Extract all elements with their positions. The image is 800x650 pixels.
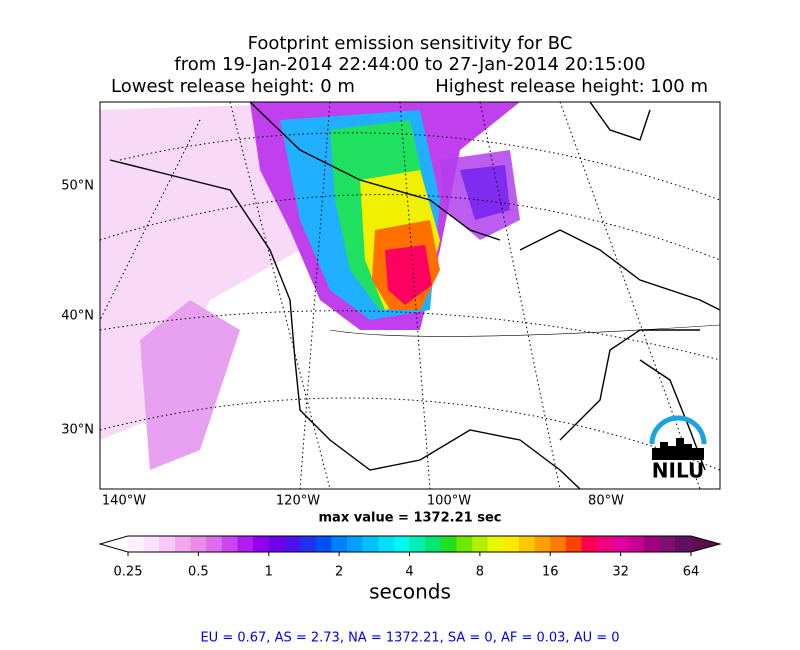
- colorbar-bin: [659, 536, 676, 552]
- colorbar-tick-label: 64: [683, 565, 700, 580]
- colorbar-tick-label: 2: [335, 565, 343, 580]
- colorbar-tick-label: 0.25: [114, 565, 143, 580]
- release-high: Highest release height: 100 m: [435, 76, 708, 97]
- colorbar-bin: [206, 536, 223, 552]
- colorbar-bin: [253, 536, 270, 552]
- release-low: Lowest release height: 0 m: [111, 76, 355, 97]
- subtitle: from 19-Jan-2014 22:44:00 to 27-Jan-2014…: [174, 54, 645, 75]
- lon-label: 120°W: [276, 494, 320, 509]
- colorbar-tick-label: 32: [612, 565, 629, 580]
- colorbar-bin: [644, 536, 661, 552]
- colorbar-bin: [221, 536, 238, 552]
- colorbar-bin: [472, 536, 489, 552]
- colorbar-bin: [346, 536, 364, 552]
- colorbar-bin: [628, 536, 645, 552]
- colorbar-bin: [409, 536, 426, 552]
- colorbar-over: [691, 536, 720, 552]
- colorbar-bin: [393, 536, 410, 552]
- colorbar-bin: [534, 536, 551, 552]
- colorbar-bin: [362, 536, 379, 552]
- colorbar-bin: [487, 536, 504, 552]
- colorbar-bin: [237, 536, 254, 552]
- title: Footprint emission sensitivity for BC: [248, 33, 573, 54]
- map-frame: [99, 101, 721, 490]
- colorbar-bin: [456, 536, 473, 552]
- colorbar-bin: [581, 536, 598, 552]
- colorbar-bin: [315, 536, 332, 552]
- colorbar-bin: [550, 536, 567, 552]
- colorbar-bin: [597, 536, 614, 552]
- colorbar-bin: [565, 536, 583, 552]
- colorbar-bin: [284, 536, 301, 552]
- colorbar-tick-label: 4: [405, 565, 413, 580]
- colorbar-bin: [159, 536, 176, 552]
- lon-label: 100°W: [427, 494, 471, 509]
- colorbar-tick-label: 8: [476, 565, 484, 580]
- colorbar-bin: [268, 536, 285, 552]
- colorbar-bin: [518, 536, 536, 552]
- colorbar-bin: [503, 536, 520, 552]
- colorbar-bin: [425, 536, 442, 552]
- colorbar-bin: [331, 536, 348, 552]
- colorbar-tick-label: 0.5: [188, 565, 209, 580]
- lat-label: 30°N: [61, 423, 94, 438]
- lon-label: 80°W: [588, 494, 624, 509]
- colorbar-bin: [378, 536, 395, 552]
- colorbar-bin: [174, 536, 192, 552]
- colorbar-bin: [300, 536, 317, 552]
- logo-text: NILU: [652, 459, 704, 483]
- lat-label: 40°N: [61, 309, 94, 324]
- footer: EU = 0.67, AS = 2.73, NA = 1372.21, SA =…: [200, 631, 619, 646]
- colorbar: 0.25 0.5 1 2 4 8 16 32 64: [98, 535, 722, 580]
- colorbar-label: seconds: [369, 580, 451, 604]
- lon-label: 140°W: [102, 494, 146, 509]
- colorbar-bin: [128, 536, 145, 552]
- colorbar-tick-label: 16: [542, 565, 559, 580]
- colorbar-bin: [440, 536, 457, 552]
- colorbar-bin: [675, 536, 692, 552]
- map: NILU: [100, 102, 720, 489]
- colorbar-bin: [190, 536, 207, 552]
- max-value: max value = 1372.21 sec: [319, 511, 502, 526]
- colorbar-bin: [143, 536, 160, 552]
- lat-label: 50°N: [61, 179, 94, 194]
- colorbar-under: [100, 536, 128, 552]
- colorbar-tick-label: 1: [265, 565, 273, 580]
- colorbar-bin: [612, 536, 629, 552]
